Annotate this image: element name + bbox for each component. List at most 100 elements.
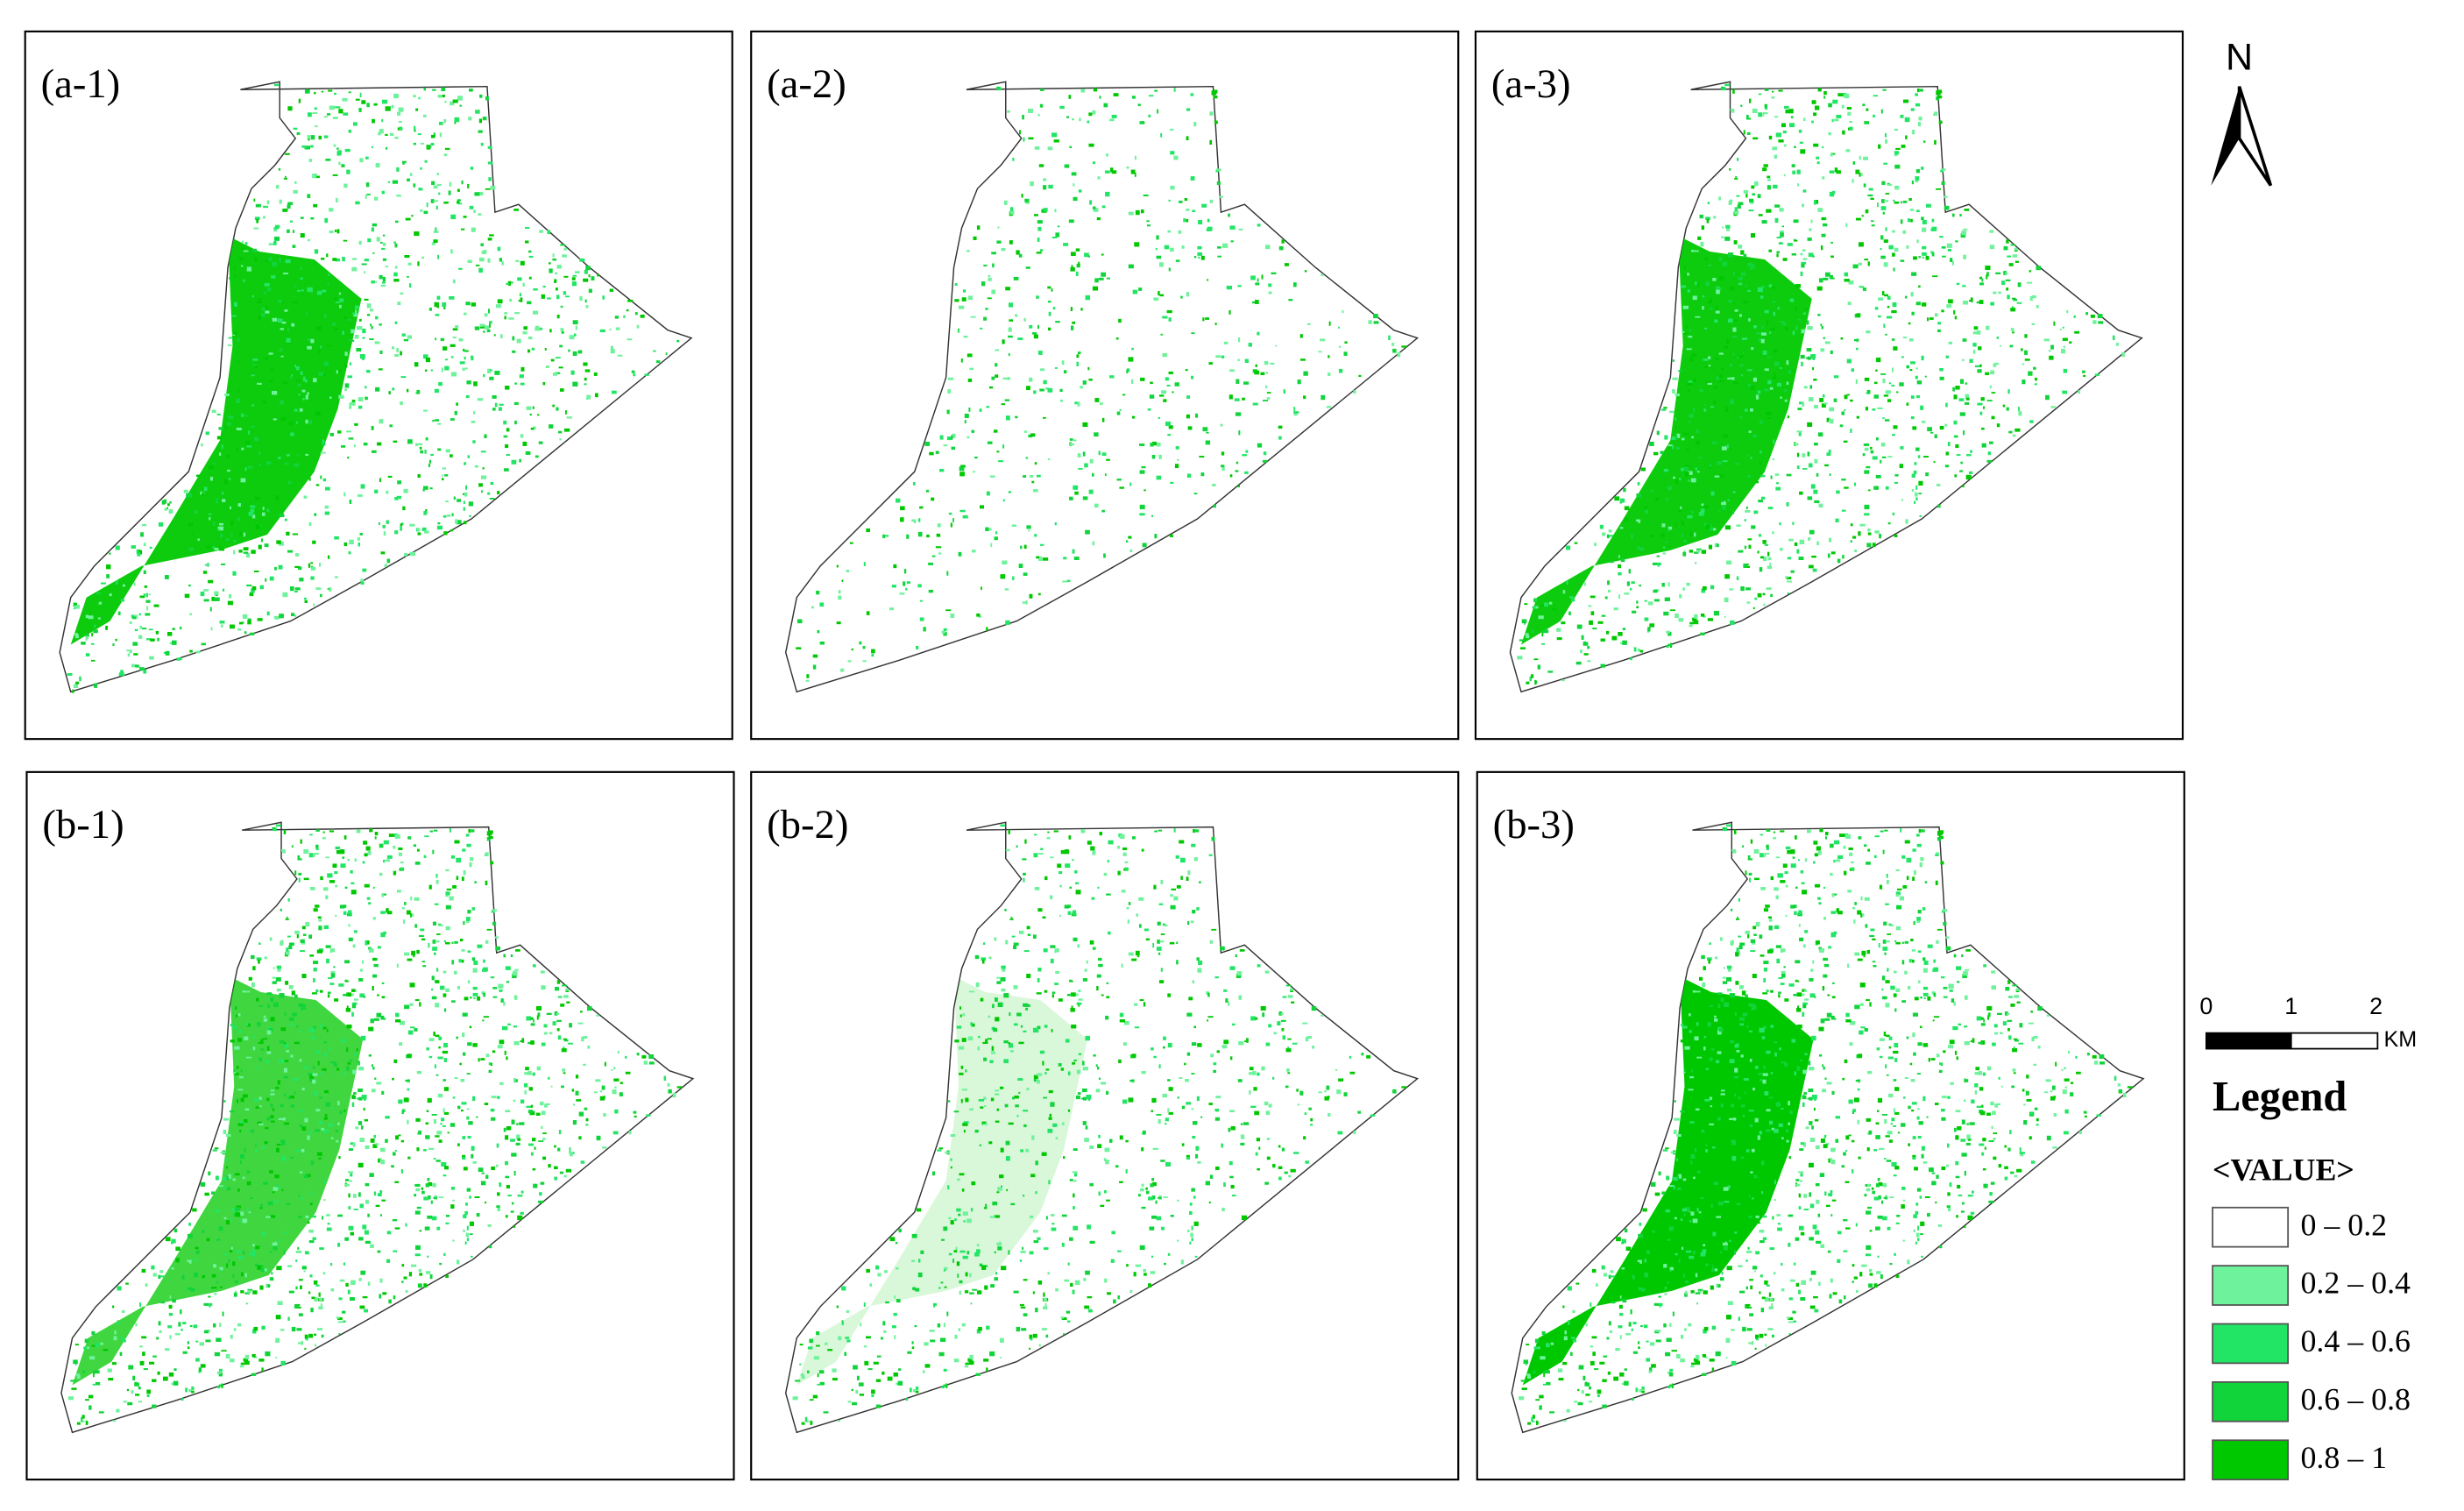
vegetation-patch — [266, 992, 273, 996]
vegetation-patch — [336, 849, 342, 855]
vegetation-patch — [465, 917, 471, 921]
vegetation-patch — [243, 614, 248, 619]
vegetation-patch — [273, 236, 280, 241]
vegetation-patch — [1923, 456, 1929, 458]
vegetation-patch — [242, 1251, 245, 1255]
vegetation-patch — [1043, 208, 1048, 212]
vegetation-patch — [1092, 541, 1095, 546]
map-panel: (a-2) — [750, 30, 1460, 741]
vegetation-patch — [960, 1098, 963, 1103]
vegetation-patch — [484, 1103, 489, 1105]
vegetation-patch — [611, 1068, 613, 1071]
vegetation-patch — [236, 1065, 239, 1069]
vegetation-patch — [1029, 1334, 1033, 1339]
vegetation-patch — [1244, 471, 1249, 474]
vegetation-patch — [1885, 333, 1887, 336]
vegetation-patch — [563, 1039, 569, 1042]
vegetation-patch — [454, 840, 460, 844]
vegetation-patch — [1003, 200, 1008, 205]
vegetation-patch — [923, 627, 926, 632]
vegetation-patch — [1744, 519, 1746, 521]
vegetation-patch — [1945, 451, 1949, 456]
vegetation-patch — [112, 1305, 115, 1309]
vegetation-patch — [287, 202, 294, 205]
vegetation-patch — [1200, 255, 1205, 260]
vegetation-patch — [315, 587, 322, 590]
vegetation-patch — [499, 1039, 505, 1045]
vegetation-patch — [1779, 230, 1784, 234]
vegetation-patch — [1149, 394, 1155, 399]
vegetation-patch — [1221, 466, 1225, 472]
vegetation-patch — [572, 274, 577, 277]
vegetation-patch — [1630, 657, 1632, 661]
vegetation-patch — [317, 1328, 323, 1330]
vegetation-patch — [312, 174, 317, 179]
vegetation-patch — [281, 321, 287, 324]
vegetation-patch — [244, 1036, 249, 1041]
vegetation-patch — [1270, 362, 1275, 365]
vegetation-patch — [1701, 550, 1707, 554]
vegetation-patch — [418, 1130, 421, 1135]
vegetation-patch — [1960, 461, 1963, 465]
vegetation-patch — [1826, 452, 1831, 457]
vegetation-patch — [492, 1050, 496, 1053]
vegetation-patch — [1724, 444, 1727, 448]
vegetation-patch — [552, 258, 557, 261]
vegetation-patch — [368, 948, 374, 953]
vegetation-patch — [838, 595, 842, 600]
vegetation-patch — [1817, 432, 1823, 437]
vegetation-patch — [456, 1036, 458, 1039]
vegetation-patch — [75, 1373, 81, 1376]
vegetation-patch — [526, 1016, 532, 1021]
vegetation-patch — [1914, 500, 1916, 504]
vegetation-patch — [1721, 367, 1724, 371]
vegetation-patch — [1894, 164, 1901, 169]
vegetation-patch — [1036, 556, 1040, 559]
vegetation-patch — [1861, 215, 1864, 217]
vegetation-patch — [434, 388, 439, 394]
vegetation-patch — [138, 550, 143, 555]
vegetation-patch — [313, 908, 318, 912]
vegetation-patch — [1844, 408, 1846, 411]
vegetation-patch — [195, 1340, 199, 1343]
vegetation-patch — [1255, 364, 1257, 367]
vegetation-patch — [1850, 399, 1853, 402]
panel-label: (a-2) — [767, 61, 846, 107]
vegetation-patch — [1318, 1091, 1322, 1094]
vegetation-patch — [450, 1187, 456, 1190]
vegetation-patch — [1995, 272, 2001, 275]
vegetation-patch — [249, 592, 254, 597]
vegetation-patch — [970, 316, 976, 318]
vegetation-patch — [1526, 681, 1530, 685]
vegetation-patch — [217, 526, 222, 530]
vegetation-patch — [294, 994, 298, 998]
vegetation-patch — [91, 1344, 96, 1347]
vegetation-patch — [819, 602, 825, 607]
vegetation-patch — [1117, 870, 1121, 876]
vegetation-patch — [367, 1213, 370, 1217]
vegetation-area — [797, 976, 1088, 1386]
vegetation-patch — [423, 511, 428, 515]
vegetation-patch — [359, 1203, 364, 1209]
vegetation-patch — [1758, 500, 1763, 503]
vegetation-patch — [1788, 123, 1795, 128]
vegetation-patch — [363, 1107, 365, 1111]
vegetation-patch — [434, 1064, 436, 1068]
vegetation-patch — [1729, 287, 1735, 291]
vegetation-patch — [1128, 357, 1134, 362]
vegetation-patch — [223, 1185, 225, 1190]
vegetation-patch — [294, 364, 297, 368]
vegetation-patch — [1200, 472, 1205, 477]
vegetation-patch — [188, 1388, 192, 1393]
vegetation-patch — [237, 1123, 244, 1126]
vegetation-patch — [280, 355, 284, 358]
vegetation-patch — [351, 1011, 354, 1017]
vegetation-patch — [370, 1139, 375, 1143]
vegetation-patch — [1556, 637, 1562, 641]
vegetation-patch — [1037, 351, 1043, 355]
vegetation-patch — [351, 401, 356, 406]
vegetation-patch — [1117, 1250, 1122, 1252]
vegetation-patch — [116, 580, 118, 585]
vegetation-patch — [313, 203, 318, 208]
vegetation-patch — [1146, 220, 1150, 223]
